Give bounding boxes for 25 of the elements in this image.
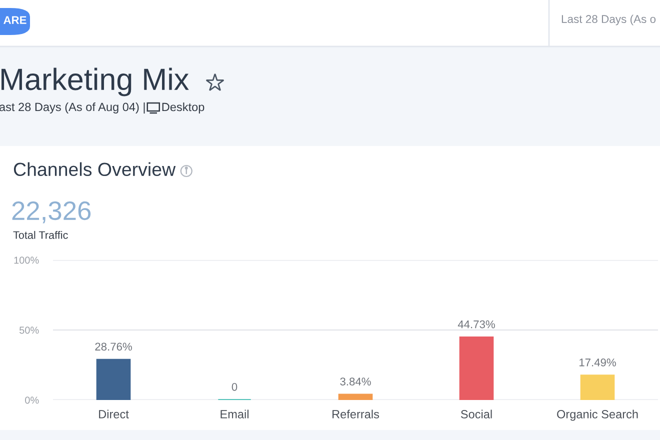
- data-label: 28.76%: [95, 342, 132, 351]
- y-tick-label: 50%: [19, 326, 39, 334]
- x-tick-label: Referrals: [332, 410, 380, 418]
- chart-subtitle: ast 28 Days (As of Aug 04) |: [0, 102, 145, 114]
- y-tick-label: 0%: [25, 396, 39, 404]
- text: ARE: [4, 16, 26, 24]
- bar: [580, 374, 615, 400]
- data-label: 44.73%: [458, 320, 495, 328]
- text: 22,326: [12, 201, 91, 224]
- text: Total Traffic: [13, 230, 68, 239]
- chart-title: Marketing Mix: [2, 68, 189, 96]
- bar: [459, 336, 494, 400]
- bar: [96, 358, 131, 400]
- x-tick-label: Email: [220, 410, 248, 418]
- text: Channels Overview: [14, 162, 176, 176]
- text: Desktop: [162, 102, 204, 114]
- y-tick-label: 100%: [14, 256, 39, 264]
- bar: [338, 394, 373, 400]
- x-tick-label: Direct: [99, 410, 129, 418]
- x-tick-label: Social: [460, 410, 492, 418]
- data-label: 17.49%: [580, 358, 616, 366]
- text: Last 28 Days (As o: [562, 14, 656, 26]
- data-label: 3.84%: [340, 378, 371, 386]
- data-label: 0: [232, 382, 238, 391]
- x-tick-label: Organic Search: [557, 410, 638, 421]
